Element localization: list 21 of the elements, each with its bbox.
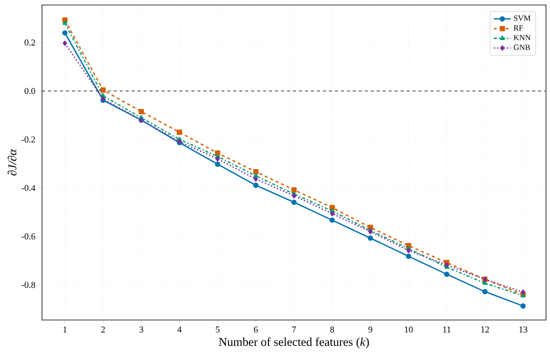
y-tick-label: 0.2 [24, 40, 35, 46]
x-tick-label: 11 [443, 326, 451, 332]
x-tick-label: 6 [254, 326, 258, 333]
x-tick-label: 10 [404, 326, 413, 333]
y-tick-label: -0.6 [22, 233, 36, 240]
x-tick-label: 12 [481, 326, 489, 332]
x-tick-label: 1 [63, 326, 67, 332]
y-tick-label: 0.0 [24, 88, 36, 94]
y-tick-label: -0.8 [22, 282, 36, 288]
x-tick-label: 7 [292, 326, 296, 332]
y-axis-title: ∂J/∂α [8, 148, 16, 176]
y-tick-label: -0.4 [22, 184, 36, 191]
x-tick-label: 5 [216, 326, 220, 332]
x-tick-label: 4 [177, 326, 182, 332]
y-tick-label: -0.2 [22, 136, 35, 143]
x-axis-title: Number of selected features (k) [218, 337, 369, 348]
x-tick-label: 3 [139, 326, 144, 333]
x-tick-label: 2 [101, 326, 105, 332]
x-tick-label: 8 [330, 326, 334, 333]
x-tick-label: 9 [368, 326, 372, 333]
x-tick-label: 13 [519, 326, 528, 333]
